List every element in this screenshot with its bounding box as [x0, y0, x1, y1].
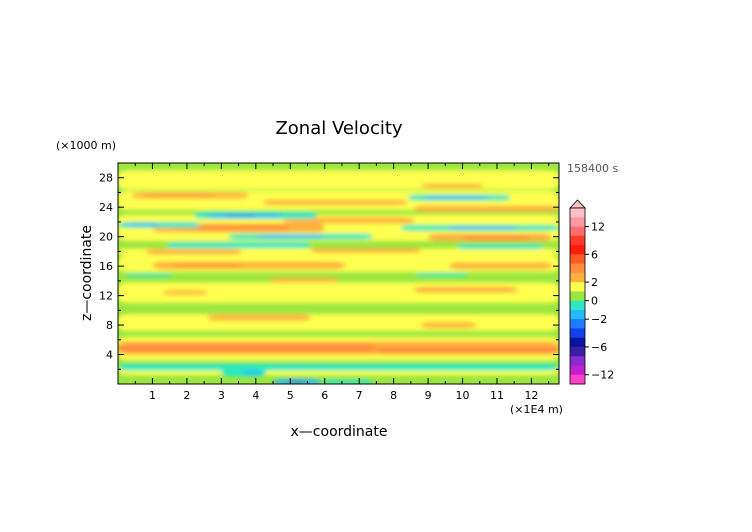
colorbar [569, 199, 586, 385]
velocity-band-5 [376, 347, 559, 354]
velocity-band-27 [166, 241, 311, 249]
colorbar-swatch [570, 263, 585, 274]
x-tick-label: 11 [490, 389, 504, 402]
velocity-band-21 [152, 261, 346, 270]
velocity-band-18 [124, 273, 174, 278]
velocity-band-23 [448, 262, 553, 270]
x-tick-label: 10 [456, 389, 470, 402]
colorbar-tick-label: 6 [591, 248, 598, 261]
x-tick-label: 7 [356, 389, 363, 402]
x-tick-label: 3 [218, 389, 225, 402]
velocity-band-43 [224, 214, 256, 217]
colorbar-tick-label: 2 [591, 276, 598, 289]
x-tick-label: 1 [149, 389, 156, 402]
x-unit-label: (×1E4 m) [510, 403, 563, 416]
colorbar-ticks: 12 6 2 0 −2 −6 −12 [585, 221, 614, 382]
y-axis-label: z—coordinate [79, 225, 95, 321]
velocity-band-17 [269, 277, 339, 283]
x-tick-label: 9 [425, 389, 432, 402]
colorbar-swatch [570, 356, 585, 366]
colorbar-swatch [570, 235, 585, 246]
velocity-band-11 [118, 314, 559, 331]
velocity-band-9 [286, 381, 308, 384]
velocity-band-10 [321, 379, 373, 384]
velocity-band-31 [173, 225, 291, 231]
colorbar-swatch [570, 328, 585, 339]
y-tick-label: 12 [99, 290, 113, 303]
colorbar-swatch [570, 245, 585, 255]
velocity-band-19 [414, 272, 470, 277]
velocity-band-4 [118, 344, 377, 353]
velocity-band-37 [255, 235, 325, 239]
velocity-band-12 [207, 314, 311, 321]
colorbar-swatch [570, 374, 585, 385]
colorbar-swatch [570, 226, 585, 237]
colorbar-frame [569, 207, 586, 385]
x-tick-label: 4 [252, 389, 259, 402]
colorbar-tick-label: −6 [591, 341, 607, 354]
y-tick-label: 20 [99, 231, 113, 244]
colorbar-swatch [570, 337, 585, 348]
colorbar-swatch [570, 300, 585, 311]
colorbar-swatch [570, 309, 585, 320]
colorbar-swatch [570, 365, 585, 376]
time-label: 158400 s [567, 162, 618, 175]
velocity-band-53 [421, 183, 484, 189]
velocity-band-26 [310, 248, 422, 253]
velocity-band-50 [421, 196, 491, 200]
y-axis-ticks: 4 8 12 16 20 24 28 [99, 172, 559, 370]
heatmap-area [118, 163, 559, 384]
velocity-band-48 [414, 205, 559, 212]
velocity-band-47 [262, 199, 408, 205]
velocity-band-52 [118, 170, 559, 190]
velocity-band-46 [145, 193, 215, 197]
x-axis-label: x—coordinate [291, 424, 388, 440]
colorbar-cap [569, 199, 586, 209]
y-unit-label: (×1000 m) [56, 139, 116, 152]
velocity-band-16 [414, 286, 518, 293]
x-tick-label: 2 [183, 389, 190, 402]
colorbar-swatch [570, 291, 585, 302]
velocity-band-35 [124, 223, 160, 227]
colorbar-swatch [570, 254, 585, 264]
colorbar-tick-label: 12 [591, 221, 605, 234]
colorbar-swatch [570, 319, 585, 329]
velocity-band-39 [448, 226, 518, 230]
velocity-bands [118, 170, 559, 384]
y-tick-label: 16 [99, 260, 113, 273]
velocity-band-15 [162, 290, 208, 295]
x-axis-ticks: 1 2 3 4 5 6 7 8 9 10 11 12 [134, 163, 550, 402]
velocity-band-28 [455, 244, 546, 250]
y-tick-label: 8 [106, 319, 113, 332]
colorbar-tick-label: −12 [591, 369, 614, 382]
colorbar-swatch [570, 217, 585, 227]
x-tick-label: 8 [390, 389, 397, 402]
y-tick-label: 4 [106, 349, 113, 362]
x-tick-label: 6 [321, 389, 328, 402]
velocity-band-1 [118, 363, 559, 371]
colorbar-swatch [570, 208, 585, 218]
velocity-band-33 [462, 235, 532, 240]
plot-frame [117, 162, 560, 385]
velocity-band-40 [283, 217, 415, 224]
x-tick-label: 12 [524, 389, 538, 402]
colorbar-swatch [570, 346, 585, 357]
colorbar-swatch [570, 272, 585, 283]
velocity-band-25 [145, 249, 243, 255]
velocity-band-7 [242, 370, 263, 375]
colorbar-tick-label: −2 [591, 313, 607, 326]
colorbar-tick-label: 0 [591, 295, 598, 308]
x-tick-label: 5 [287, 389, 294, 402]
y-tick-label: 24 [99, 201, 113, 214]
chart-title: Zonal Velocity [275, 118, 402, 139]
colorbar-swatch [570, 282, 585, 292]
velocity-band-22 [173, 263, 243, 267]
y-tick-label: 28 [99, 172, 113, 185]
velocity-band-13 [421, 322, 477, 329]
